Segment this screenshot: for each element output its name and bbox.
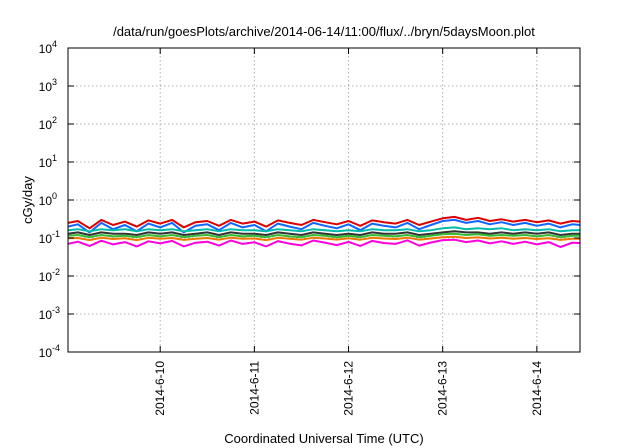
y-tick-exponent: -4 bbox=[52, 343, 60, 353]
y-tick-label: 10 bbox=[39, 308, 53, 322]
y-tick-label: 10 bbox=[39, 80, 53, 94]
y-tick-label: 10 bbox=[39, 346, 53, 360]
y-tick-exponent: 3 bbox=[52, 77, 57, 87]
y-tick-label: 10 bbox=[39, 156, 53, 170]
y-tick-exponent: 1 bbox=[52, 153, 57, 163]
x-tick-label: 2014-6-11 bbox=[247, 361, 261, 415]
series-line-5 bbox=[67, 232, 580, 239]
grid bbox=[68, 48, 580, 352]
y-tick-exponent: 0 bbox=[52, 191, 57, 201]
y-tick-exponent: -3 bbox=[52, 305, 60, 315]
x-tick-label: 2014-6-14 bbox=[530, 361, 544, 416]
series-line-2 bbox=[67, 218, 581, 234]
y-tick-label: 10 bbox=[39, 42, 53, 56]
x-tick-label: 2014-6-12 bbox=[342, 361, 356, 416]
series-group bbox=[67, 215, 581, 248]
series-line-6 bbox=[67, 235, 580, 242]
y-tick-exponent: 4 bbox=[52, 39, 57, 49]
x-tick-label: 2014-6-10 bbox=[153, 361, 167, 416]
series-line-4 bbox=[67, 230, 580, 236]
series-line-1 bbox=[67, 215, 581, 230]
y-tick-label: 10 bbox=[39, 118, 53, 132]
x-tick-label: 2014-6-13 bbox=[436, 361, 450, 416]
series-line-7 bbox=[67, 238, 581, 248]
y-tick-label: 10 bbox=[39, 232, 53, 246]
series-line-3 bbox=[67, 226, 580, 233]
chart-title: /data/run/goesPlots/archive/2014-06-14/1… bbox=[113, 24, 535, 39]
y-tick-label: 10 bbox=[39, 194, 53, 208]
y-tick-exponent: 2 bbox=[52, 115, 57, 125]
x-axis-label: Coordinated Universal Time (UTC) bbox=[224, 431, 423, 446]
y-tick-label: 10 bbox=[39, 270, 53, 284]
x-axis: 2014-6-10 2014-6-11 2014-6-12 2014-6-13 2014… bbox=[153, 48, 544, 416]
y-axis-label: cGy/day bbox=[20, 176, 35, 224]
y-tick-exponent: -1 bbox=[52, 229, 60, 239]
y-tick-exponent: -2 bbox=[52, 267, 60, 277]
